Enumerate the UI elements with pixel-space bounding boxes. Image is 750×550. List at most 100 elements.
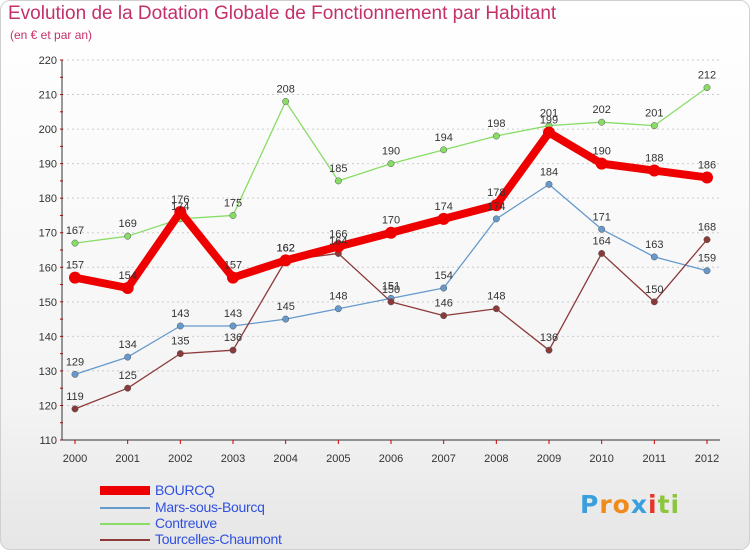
- data-point: [598, 118, 606, 126]
- data-point: [69, 271, 81, 284]
- data-label: 136: [540, 332, 558, 344]
- data-point: [545, 346, 553, 354]
- data-label: 125: [118, 370, 136, 382]
- data-point: [282, 315, 290, 323]
- data-point: [595, 157, 608, 170]
- x-tick-label: 2009: [537, 453, 561, 465]
- data-label: 202: [592, 104, 610, 116]
- data-label: 170: [382, 215, 400, 227]
- y-tick-label: 160: [39, 262, 57, 274]
- data-label: 174: [487, 201, 505, 213]
- data-label: 150: [382, 284, 400, 296]
- data-label: 212: [698, 70, 716, 82]
- y-tick-label: 210: [39, 90, 57, 102]
- data-label: 167: [66, 225, 84, 237]
- legend-swatch: [100, 539, 150, 541]
- legend-swatch: [100, 507, 150, 509]
- data-point: [176, 350, 184, 358]
- data-label: 169: [118, 218, 136, 230]
- data-point: [229, 212, 237, 219]
- data-label: 129: [66, 356, 84, 368]
- data-point: [492, 305, 500, 313]
- data-label: 190: [382, 146, 400, 158]
- data-label: 154: [118, 270, 136, 282]
- data-label: 174: [171, 201, 189, 213]
- data-label: 176: [171, 194, 189, 206]
- data-point: [334, 177, 342, 185]
- data-label: 159: [698, 253, 716, 265]
- y-tick-label: 180: [39, 193, 57, 205]
- legend-label: BOURCQ: [155, 482, 215, 498]
- y-tick-label: 150: [39, 297, 57, 309]
- data-label: 168: [698, 222, 716, 234]
- data-label: 157: [66, 260, 84, 272]
- logo-letter: r: [599, 490, 613, 519]
- legend-swatch: [100, 523, 150, 525]
- data-point: [71, 405, 79, 413]
- data-label: 201: [645, 108, 663, 120]
- legend-label: Mars-sous-Bourcq: [155, 499, 265, 515]
- data-label: 136: [224, 332, 242, 344]
- data-point: [701, 171, 713, 184]
- data-point: [387, 160, 395, 168]
- x-tick-label: 2002: [168, 453, 192, 465]
- data-point: [124, 384, 132, 392]
- data-point: [176, 322, 184, 330]
- proxiti-logo: Proxiti: [580, 490, 680, 519]
- data-point: [440, 312, 448, 320]
- x-tick-label: 2010: [589, 453, 613, 465]
- data-label: 143: [171, 308, 189, 320]
- data-point: [598, 250, 606, 257]
- y-tick-label: 140: [39, 331, 57, 343]
- data-point: [650, 253, 658, 261]
- logo-letter: o: [612, 490, 631, 519]
- data-point: [334, 305, 342, 313]
- data-label: 185: [329, 163, 347, 175]
- series-line: [74, 239, 708, 410]
- data-label: 154: [434, 270, 452, 282]
- legend-swatch: [100, 486, 150, 495]
- data-point: [385, 226, 397, 239]
- data-label: 188: [645, 153, 663, 165]
- data-point: [648, 164, 661, 177]
- series-line: [74, 183, 708, 375]
- x-tick-label: 2011: [643, 453, 667, 465]
- y-tick-label: 220: [39, 55, 57, 67]
- x-tick-label: 2000: [63, 453, 87, 465]
- y-tick-label: 190: [39, 159, 57, 171]
- data-point: [282, 98, 290, 105]
- data-label: 164: [592, 235, 610, 247]
- y-tick-label: 200: [39, 124, 57, 136]
- data-label: 199: [540, 115, 558, 127]
- data-label: 164: [329, 235, 347, 247]
- data-label: 151: [382, 280, 400, 292]
- data-label: 174: [434, 201, 452, 213]
- data-label: 175: [224, 197, 242, 209]
- data-point: [703, 267, 711, 275]
- data-point: [174, 206, 187, 218]
- data-point: [124, 353, 132, 361]
- x-tick-label: 2005: [326, 453, 350, 465]
- y-tick-label: 120: [39, 400, 57, 412]
- x-tick-label: 2006: [379, 453, 403, 465]
- data-point: [543, 126, 555, 139]
- data-label: 194: [434, 132, 452, 144]
- data-label: 148: [487, 291, 505, 303]
- y-tick-label: 170: [39, 228, 57, 240]
- x-tick-label: 2007: [431, 453, 455, 465]
- legend-label: Contreuve: [155, 515, 217, 531]
- x-tick-label: 2004: [273, 453, 297, 465]
- data-label: 198: [487, 118, 505, 130]
- data-label: 186: [698, 159, 716, 171]
- chart-title: Evolution de la Dotation Globale de Fonc…: [8, 3, 557, 24]
- data-label: 145: [276, 301, 294, 313]
- chart-subtitle: (en € et par an): [10, 28, 93, 42]
- data-point: [229, 346, 237, 354]
- data-label: 166: [329, 229, 347, 241]
- y-tick-label: 110: [39, 435, 57, 447]
- x-tick-label: 2003: [221, 453, 245, 465]
- x-tick-label: 2012: [695, 453, 719, 465]
- data-point: [121, 282, 134, 294]
- data-label: 150: [645, 284, 663, 296]
